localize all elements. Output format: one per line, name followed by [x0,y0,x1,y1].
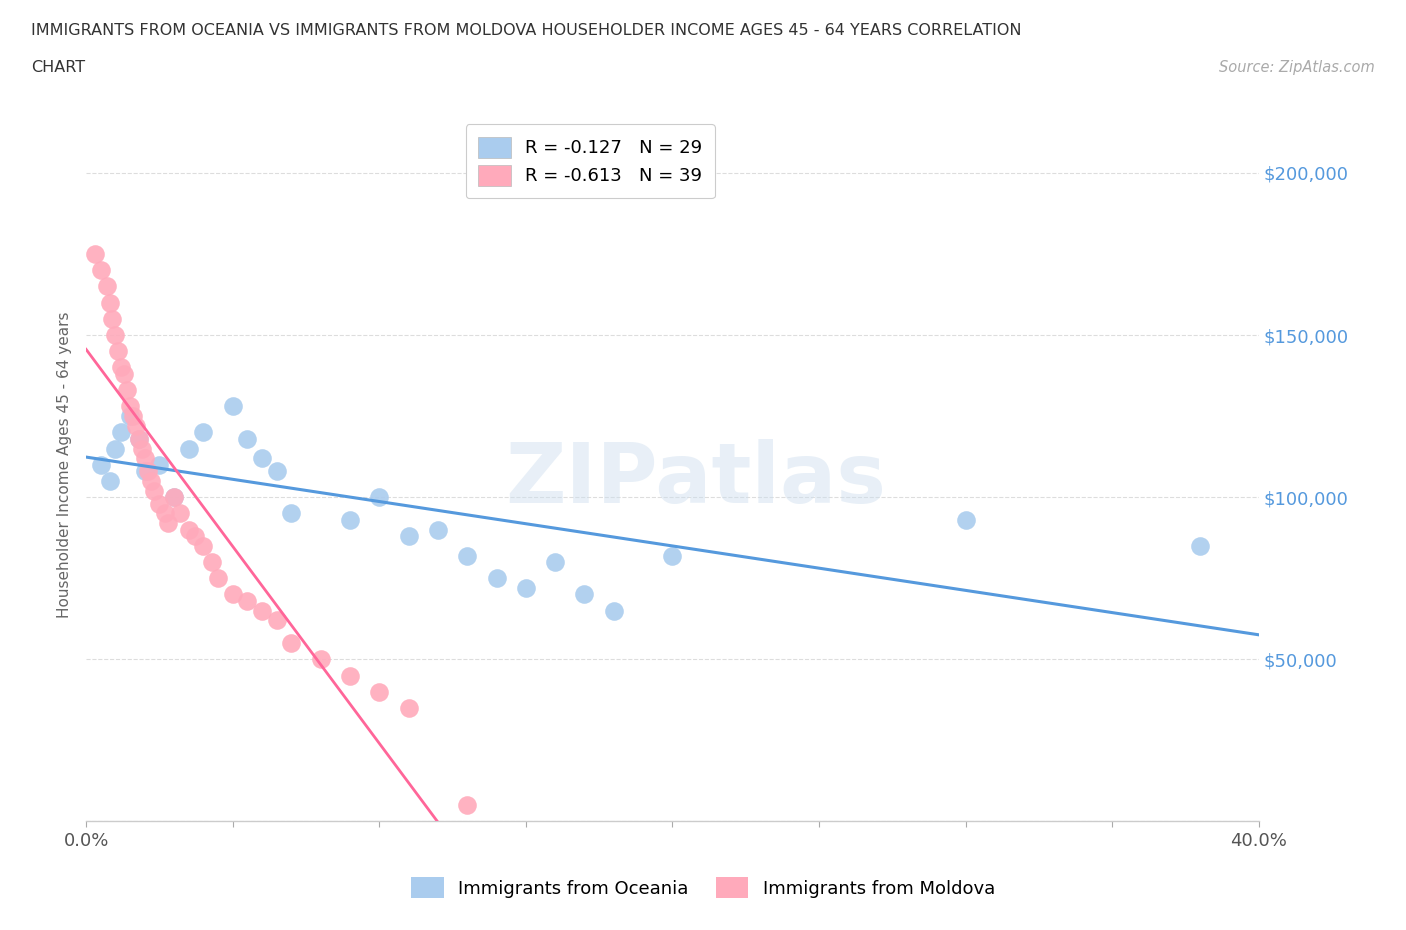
Point [118,408,141,423]
Point [236,593,259,608]
Point [250,451,273,466]
Point [207,571,229,586]
Point [98,473,121,488]
Point [112,366,135,381]
Point [128,432,150,446]
Point [128,432,150,446]
Legend: Immigrants from Oceania, Immigrants from Moldova: Immigrants from Oceania, Immigrants from… [402,868,1004,907]
Point [309,652,332,667]
Point [107,344,129,359]
Text: Source: ZipAtlas.com: Source: ZipAtlas.com [1219,60,1375,75]
Point [169,506,191,521]
Point [280,636,302,651]
Point [155,506,177,521]
Point [131,441,153,456]
Point [426,522,449,537]
Point [104,327,127,342]
Point [183,528,205,543]
Point [250,604,273,618]
Point [104,441,127,456]
Point [90,262,112,277]
Point [148,458,170,472]
Point [110,360,132,375]
Point [339,512,361,527]
Point [193,425,215,440]
Point [83,246,105,261]
Point [368,490,391,505]
Y-axis label: Householder Income Ages 45 - 64 years: Householder Income Ages 45 - 64 years [58,312,72,618]
Point [201,554,224,569]
Point [110,425,132,440]
Point [177,441,200,456]
Point [661,548,683,563]
Point [193,538,215,553]
Point [136,464,159,479]
Point [603,604,626,618]
Point [280,506,302,521]
Point [148,497,170,512]
Point [398,700,420,715]
Point [142,484,165,498]
Point [266,464,288,479]
Point [339,668,361,683]
Text: CHART: CHART [31,60,84,75]
Text: IMMIGRANTS FROM OCEANIA VS IMMIGRANTS FROM MOLDOVA HOUSEHOLDER INCOME AGES 45 - : IMMIGRANTS FROM OCEANIA VS IMMIGRANTS FR… [31,23,1021,38]
Point [544,554,567,569]
Point [177,522,200,537]
Point [118,399,141,414]
Point [221,587,243,602]
Point [134,464,156,479]
Point [398,528,420,543]
Point [125,418,148,433]
Point [163,490,186,505]
Point [221,399,243,414]
Legend: R = -0.127   N = 29, R = -0.613   N = 39: R = -0.127 N = 29, R = -0.613 N = 39 [465,125,716,198]
Point [157,515,180,530]
Point [368,684,391,699]
Point [574,587,596,602]
Point [266,613,288,628]
Point [1189,538,1212,553]
Point [115,383,138,398]
Point [163,490,186,505]
Point [139,473,162,488]
Point [101,312,124,326]
Point [515,580,537,595]
Point [456,798,478,813]
Text: ZIPatlas: ZIPatlas [505,439,886,520]
Point [955,512,977,527]
Point [96,279,118,294]
Point [485,571,508,586]
Point [122,408,145,423]
Point [456,548,478,563]
Point [134,451,156,466]
Point [236,432,259,446]
Point [98,295,121,310]
Point [90,458,112,472]
